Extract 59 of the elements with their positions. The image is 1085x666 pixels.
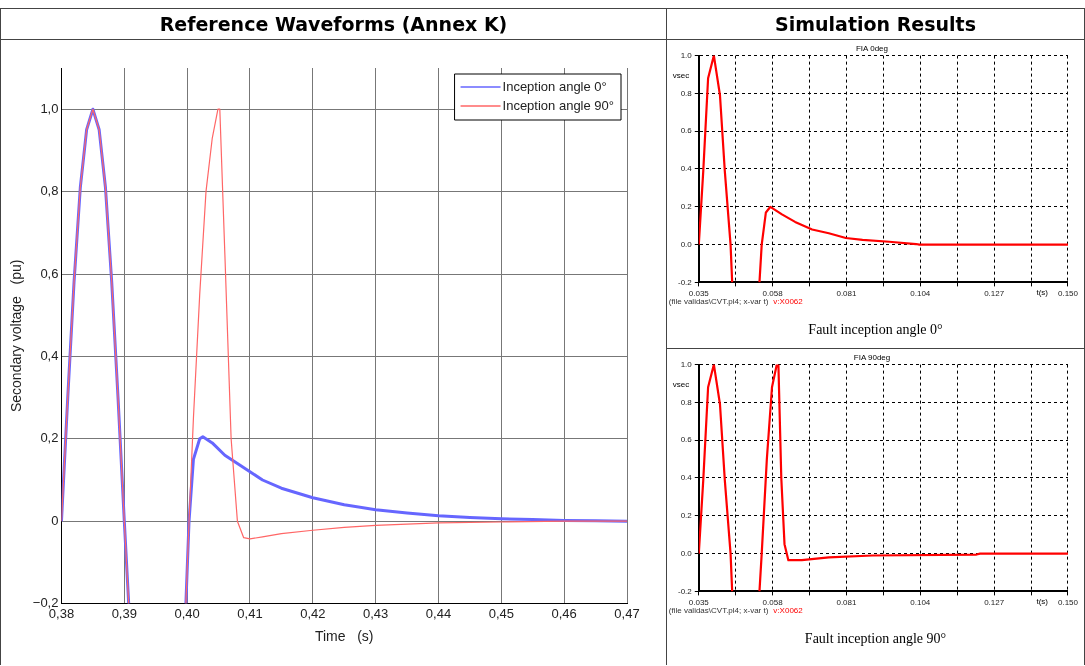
x-tick-label: 0.081	[836, 289, 858, 299]
y-tick-label: 0.2	[680, 511, 693, 520]
chart-subtitle: FIA 0deg	[855, 44, 889, 53]
x-tick-label: 0,41	[237, 605, 263, 621]
x-tick-label: 0,39	[111, 605, 137, 621]
x-tick-label: 0.035	[688, 289, 710, 299]
x-axis-title: t(s)	[1036, 596, 1049, 606]
text: Fault inception angle 0°	[807, 322, 944, 338]
x-tick-label: 0.127	[984, 598, 1005, 608]
x-tick-label: 0,44	[425, 605, 452, 621]
text: v:X0062	[773, 605, 804, 615]
x-tick-label: 0,45	[488, 605, 514, 621]
y-tick-label: 0.8	[680, 397, 693, 407]
y-tick-label: 0.6	[680, 435, 693, 445]
y-axis-title: vsec	[672, 379, 690, 389]
x-tick-label: 0.058	[762, 598, 784, 608]
x-tick-label: 0.150	[1057, 598, 1079, 608]
y-tick-label: 0.6	[680, 126, 693, 136]
y-tick-label: 0.0	[680, 548, 693, 558]
chart-subtitle: FIA 90deg	[853, 353, 891, 362]
x-tick-label: 0.104	[910, 598, 931, 608]
y-tick-label: -0.2	[677, 277, 693, 287]
y-tick-label: 0,6	[40, 265, 59, 281]
y-tick-label: 0,8	[40, 183, 59, 199]
y-tick-label: 1,0	[40, 100, 59, 116]
x-tick-label: 0.058	[762, 289, 784, 299]
y-tick-label: -0.2	[677, 586, 693, 596]
y-axis-title: Secondary voltage (pu)	[8, 259, 25, 413]
x-axis-title: Time (s)	[314, 628, 374, 645]
x-tick-label: 0,43	[362, 605, 389, 621]
x-tick-label: 0.081	[836, 598, 858, 608]
x-tick-label: 0,40	[174, 605, 200, 621]
x-tick-label: 0.104	[910, 289, 931, 299]
y-tick-label: 0.4	[680, 473, 693, 483]
x-tick-label: 0,47	[614, 605, 640, 621]
x-tick-label: 0.150	[1057, 289, 1079, 299]
y-tick-label: 0	[51, 512, 59, 528]
x-tick-label: 0.035	[688, 598, 710, 608]
legend-label: Inception angle 0°	[502, 78, 607, 94]
y-tick-label: 0.0	[680, 239, 693, 249]
text: Fault inception angle 90°	[803, 631, 948, 647]
y-tick-label: 0,2	[40, 430, 59, 446]
y-tick-label: 1.0	[680, 50, 693, 60]
x-tick-label: 0,42	[300, 605, 326, 621]
x-tick-label: 0,46	[551, 605, 577, 621]
y-tick-label: 1.0	[680, 359, 693, 369]
text: v:X0062	[773, 296, 804, 306]
y-tick-label: 0,4	[40, 347, 59, 363]
x-axis-title: t(s)	[1036, 287, 1049, 297]
chart-title: Simulation Results	[667, 9, 1084, 40]
text: (file validas\CVT.pl4; x-var t)	[668, 296, 769, 306]
chart-title: Reference Waveforms (Annex K)	[1, 9, 666, 40]
y-tick-label: 0.4	[680, 164, 693, 174]
y-tick-label: 0.8	[680, 88, 693, 98]
y-tick-label: 0.2	[680, 202, 693, 211]
legend-label: Inception angle 90°	[502, 97, 614, 113]
y-axis-title: vsec	[672, 70, 690, 80]
x-tick-label: 0.127	[984, 289, 1005, 299]
text: (file validas\CVT.pl4; x-var t)	[668, 605, 769, 615]
